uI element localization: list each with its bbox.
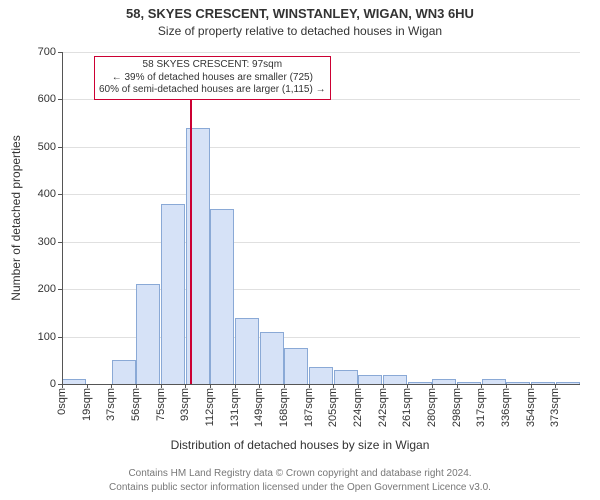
histogram-bar — [383, 375, 407, 384]
x-tick-label: 112sqm — [204, 388, 216, 426]
x-tick-label: 354sqm — [525, 388, 537, 427]
histogram-bar — [260, 332, 284, 384]
histogram-bar — [334, 370, 358, 384]
annotation-line-2: ← 39% of detached houses are smaller (72… — [99, 72, 326, 85]
y-tick-label: 700 — [38, 46, 56, 58]
x-tick-label: 37sqm — [105, 388, 117, 421]
y-axis-line — [62, 52, 63, 384]
y-tick-label: 300 — [38, 236, 56, 248]
reference-line — [190, 90, 192, 384]
x-tick-label: 205sqm — [327, 388, 339, 427]
histogram-bar — [161, 204, 185, 384]
grid-line — [62, 52, 580, 53]
x-tick-label: 19sqm — [81, 388, 93, 421]
plot-area: 01002003004005006007000sqm19sqm37sqm56sq… — [62, 52, 580, 384]
x-tick-label: 224sqm — [352, 388, 364, 427]
x-tick-label: 317sqm — [475, 388, 487, 427]
footer-line-2: Contains public sector information licen… — [0, 482, 600, 493]
histogram-bar — [309, 367, 333, 384]
chart-title: 58, SKYES CRESCENT, WINSTANLEY, WIGAN, W… — [0, 6, 600, 21]
grid-line — [62, 194, 580, 195]
histogram-bar — [235, 318, 259, 384]
grid-line — [62, 147, 580, 148]
x-tick-label: 93sqm — [179, 388, 191, 421]
x-axis-line — [62, 384, 580, 385]
x-tick-label: 261sqm — [401, 388, 413, 427]
x-tick-label: 280sqm — [426, 388, 438, 427]
annotation-line-1: 58 SKYES CRESCENT: 97sqm — [99, 59, 326, 72]
x-tick-label: 298sqm — [451, 388, 463, 427]
annotation-box: 58 SKYES CRESCENT: 97sqm ← 39% of detach… — [94, 56, 331, 100]
x-tick-label: 187sqm — [303, 388, 315, 427]
y-tick-label: 100 — [38, 331, 56, 343]
histogram-chart: 58, SKYES CRESCENT, WINSTANLEY, WIGAN, W… — [0, 0, 600, 500]
x-tick-label: 336sqm — [500, 388, 512, 427]
x-tick-label: 56sqm — [130, 388, 142, 421]
histogram-bar — [210, 209, 234, 384]
x-tick-label: 149sqm — [253, 388, 265, 427]
y-tick-label: 200 — [38, 283, 56, 295]
x-tick-label: 168sqm — [278, 388, 290, 427]
histogram-bar — [358, 375, 382, 384]
chart-subtitle: Size of property relative to detached ho… — [0, 24, 600, 38]
grid-line — [62, 242, 580, 243]
x-tick-label: 75sqm — [155, 388, 167, 421]
grid-line — [62, 99, 580, 100]
y-tick-label: 600 — [38, 93, 56, 105]
histogram-bar — [136, 284, 160, 384]
histogram-bar — [112, 360, 136, 384]
histogram-bar — [284, 348, 308, 384]
y-axis-label: Number of detached properties — [9, 135, 23, 300]
y-tick-label: 400 — [38, 188, 56, 200]
x-tick-label: 242sqm — [377, 388, 389, 427]
footer-line-1: Contains HM Land Registry data © Crown c… — [0, 468, 600, 479]
y-tick-label: 500 — [38, 141, 56, 153]
x-tick-label: 373sqm — [549, 388, 561, 427]
x-axis-label: Distribution of detached houses by size … — [0, 438, 600, 452]
x-tick-label: 0sqm — [56, 388, 68, 415]
x-tick-label: 131sqm — [229, 388, 241, 427]
annotation-line-3: 60% of semi-detached houses are larger (… — [99, 84, 326, 97]
